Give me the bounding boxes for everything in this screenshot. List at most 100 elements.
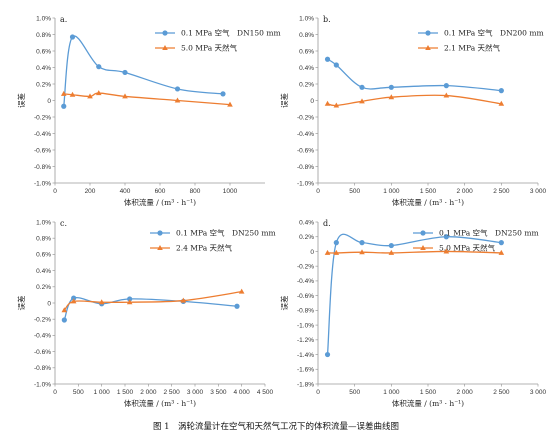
x-tick-label: 3 500 <box>210 389 227 396</box>
data-point <box>443 234 449 240</box>
series-2 <box>324 92 505 108</box>
data-point <box>69 34 76 40</box>
y-tick-label: 1.0% <box>36 15 51 22</box>
data-point <box>359 84 365 90</box>
legend-label: 0.1 MPa 空气 DN250 mm <box>176 228 276 238</box>
y-tick-label: -1.2% <box>297 337 314 344</box>
data-point <box>61 317 67 323</box>
data-point <box>324 249 331 255</box>
x-tick-label: 2 000 <box>140 389 157 396</box>
y-tick-label: 0.4% <box>36 268 51 275</box>
series-line <box>327 94 502 107</box>
chart-panels: -1.0% -0.8% -0.6% -0.4% -0.2% 0 0.2% 0.4% 0.6% 0.… <box>16 15 547 408</box>
legend-marker <box>425 45 431 50</box>
y-tick-label: 0.4% <box>299 219 314 226</box>
legend-entry: 5.0 MPa 天然气 <box>413 243 496 253</box>
x-tick-label: 1 000 <box>383 389 400 396</box>
data-point <box>234 303 240 309</box>
x-tick-label: 2 500 <box>493 188 510 195</box>
y-tick-label: -1.8% <box>297 381 314 388</box>
y-axis-label: 误差 <box>279 295 289 310</box>
x-tick-label: 1 500 <box>420 389 437 396</box>
y-tick-label: -0.2% <box>297 263 314 270</box>
data-point <box>324 100 331 106</box>
chart-panel-2: -1.0% -0.8% -0.6% -0.4% -0.2% 0 0.2% 0.4% 0.6% 0.… <box>279 15 547 207</box>
legend-label: 5.0 MPa 天然气 <box>439 243 496 253</box>
data-point <box>174 86 181 92</box>
data-point <box>443 248 450 254</box>
legend-marker <box>425 30 431 36</box>
y-tick-label: 0.2% <box>36 284 51 291</box>
data-point <box>498 88 504 94</box>
y-tick-label: 0 <box>47 300 51 307</box>
y-tick-label: -1.0% <box>34 381 51 388</box>
y-tick-label: -1.6% <box>297 367 314 374</box>
legend-marker <box>157 230 163 236</box>
y-tick-label: 0.8% <box>299 32 314 39</box>
y-tick-label: 0.4% <box>299 65 314 72</box>
x-tick-label: 1 000 <box>94 389 111 396</box>
data-point <box>122 69 128 76</box>
data-point <box>70 298 77 304</box>
figure-caption: 图 1 涡轮流量计在空气和天然气工况下的体积流量—误差曲线图 <box>153 421 399 432</box>
legend-marker <box>162 30 168 36</box>
data-point <box>359 240 365 246</box>
x-tick-label: 0 <box>316 188 320 195</box>
x-axis-label: 体积流量 / (m³ · h⁻¹) <box>124 398 196 408</box>
panel-label: a. <box>60 15 67 24</box>
x-tick-label: 500 <box>349 389 360 396</box>
data-point <box>359 98 365 104</box>
data-point <box>127 296 133 302</box>
series-1 <box>324 56 504 94</box>
data-point <box>388 249 395 255</box>
data-point <box>388 84 394 90</box>
y-tick-label: 0.2% <box>36 81 51 88</box>
legend-label: 2.4 MPa 天然气 <box>176 243 233 253</box>
x-axis-label: 体积流量 / (m³ · h⁻¹) <box>124 197 196 207</box>
data-point <box>333 102 340 108</box>
chart-panel-4: -1.8% -1.6% -1.4% -1.2% -1.0% -0.8% -0.6% -0.4%… <box>279 219 547 408</box>
x-tick-label: 0 <box>53 188 57 195</box>
x-axis-label: 体积流量 / (m³ · h⁻¹) <box>392 398 464 408</box>
data-point <box>227 101 233 107</box>
data-point <box>333 240 339 246</box>
y-axis-label: 误差 <box>279 93 289 108</box>
data-point <box>238 288 245 294</box>
panel-label: c. <box>60 219 67 228</box>
data-point <box>60 90 67 96</box>
y-tick-label: -1.0% <box>297 322 314 329</box>
y-axis-label: 误差 <box>16 93 26 108</box>
legend-label: 0.1 MPa 空气 DN150 mm <box>181 28 281 38</box>
x-tick-label: 600 <box>155 188 166 195</box>
series-1 <box>324 233 504 358</box>
data-point <box>180 297 187 303</box>
data-point <box>61 307 68 313</box>
legend-marker <box>420 245 426 250</box>
y-tick-label: 1.0% <box>299 15 314 22</box>
y-tick-label: -1.0% <box>34 180 51 187</box>
x-tick-label: 2 000 <box>457 389 474 396</box>
series-1 <box>61 34 226 109</box>
panel-label: d. <box>323 219 331 228</box>
x-tick-label: 2 000 <box>457 188 474 195</box>
data-point <box>359 249 365 255</box>
y-tick-label: 0.8% <box>36 236 51 243</box>
series-line <box>327 58 502 92</box>
y-tick-label: -0.6% <box>34 147 51 154</box>
x-tick-label: 2 500 <box>164 389 181 396</box>
y-tick-label: -1.0% <box>297 180 314 187</box>
y-tick-label: -0.6% <box>34 349 51 356</box>
panel-label: b. <box>323 15 331 24</box>
y-axis-label: 误差 <box>16 295 26 310</box>
x-tick-label: 400 <box>120 188 131 195</box>
legend-entry: 2.1 MPa 天然气 <box>418 43 501 53</box>
legend-label: 2.1 MPa 天然气 <box>444 43 501 53</box>
y-tick-label: -0.8% <box>297 308 314 315</box>
y-tick-label: -0.8% <box>34 164 51 171</box>
data-point <box>87 93 93 99</box>
x-tick-label: 3 000 <box>530 188 547 195</box>
y-tick-label: -0.8% <box>34 365 51 372</box>
data-point <box>443 92 450 98</box>
y-tick-label: 0.6% <box>36 252 51 259</box>
chart-panel-3: -1.0% -0.8% -0.6% -0.4% -0.2% 0 0.2% 0.4% 0.6% 0.… <box>16 219 276 408</box>
